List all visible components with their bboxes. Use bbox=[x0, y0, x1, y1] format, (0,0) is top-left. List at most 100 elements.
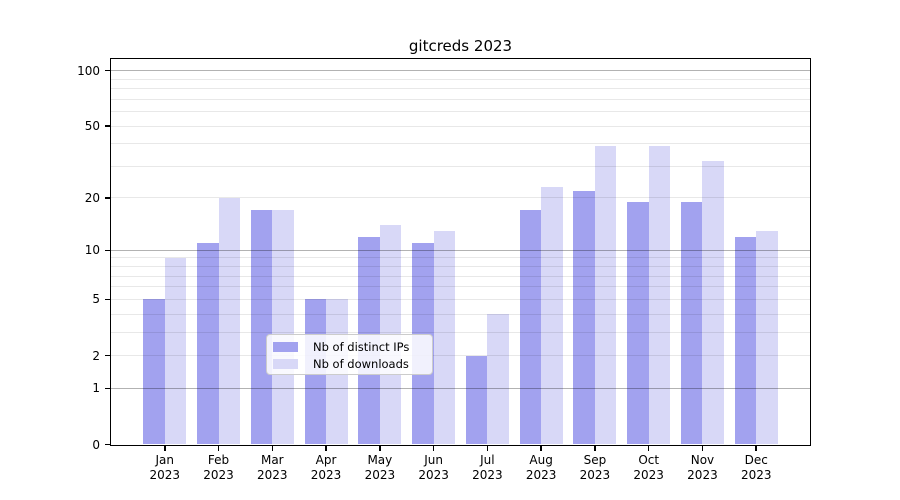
plot-area: 0 1 2 5 10 20 50 100 Jan 2023 Feb 2023 Mar 2023 Apr 202… bbox=[77, 57, 811, 482]
x-axis-tick bbox=[486, 446, 489, 451]
year-label: 2023 bbox=[525, 468, 557, 482]
month-label: Nov bbox=[690, 452, 715, 467]
minor-gridline bbox=[111, 331, 810, 333]
y-axis-tick bbox=[105, 387, 110, 390]
year-label: 2023 bbox=[364, 468, 396, 482]
x-axis-tick-label-mar: Mar 2023 bbox=[240, 453, 304, 484]
month-label: Oct bbox=[638, 452, 660, 467]
y-axis-tick bbox=[105, 354, 110, 357]
minor-gridline bbox=[111, 88, 810, 90]
bar-distinct-ips-jan bbox=[143, 299, 165, 445]
bar-downloads-aug bbox=[541, 187, 563, 445]
month-label: Feb bbox=[207, 452, 230, 467]
legend-item: Nb of downloads bbox=[273, 356, 432, 373]
bar-distinct-ips-nov bbox=[680, 201, 703, 445]
x-axis-tick-label-jun: Jun 2023 bbox=[402, 453, 466, 484]
bar-downloads-feb bbox=[218, 197, 241, 445]
x-axis-tick bbox=[647, 446, 650, 451]
month-label: Mar bbox=[260, 452, 284, 467]
month-label: Apr bbox=[315, 452, 337, 467]
year-label: 2023 bbox=[740, 468, 772, 482]
bar-downloads-sep bbox=[594, 145, 617, 445]
bar-downloads-mar bbox=[272, 210, 294, 445]
year-label: 2023 bbox=[472, 468, 503, 482]
legend-label: Nb of distinct IPs bbox=[313, 340, 410, 355]
year-label: 2023 bbox=[579, 468, 611, 482]
x-axis-tick bbox=[594, 446, 596, 451]
x-axis-tick-label-nov: Nov 2023 bbox=[670, 453, 734, 484]
year-label: 2023 bbox=[203, 468, 234, 482]
x-axis-tick-label-feb: Feb 2023 bbox=[187, 453, 251, 484]
year-label: 2023 bbox=[687, 468, 718, 482]
year-label: 2023 bbox=[310, 468, 342, 482]
x-axis-tick-label-dec: Dec 2023 bbox=[724, 453, 788, 484]
y-axis-tick bbox=[105, 249, 110, 252]
y-axis-tick bbox=[105, 443, 110, 446]
y-axis-tick-label: 2 bbox=[92, 348, 100, 363]
bar-downloads-jul bbox=[487, 314, 509, 445]
major-gridline bbox=[111, 70, 810, 72]
month-label: Aug bbox=[529, 452, 553, 467]
minor-gridline bbox=[111, 143, 810, 145]
y-axis-tick-label: 20 bbox=[84, 190, 100, 205]
minor-gridline bbox=[111, 266, 810, 268]
x-axis-tick bbox=[701, 446, 704, 451]
bar-distinct-ips-aug bbox=[519, 210, 542, 445]
legend-label: Nb of downloads bbox=[313, 356, 409, 371]
year-label: 2023 bbox=[149, 468, 181, 482]
y-axis-tick bbox=[105, 125, 110, 127]
minor-gridline bbox=[111, 165, 810, 167]
bar-downloads-oct bbox=[648, 145, 671, 445]
chart-title: gitcreds 2023 bbox=[408, 37, 513, 55]
month-label: Jul bbox=[480, 452, 495, 467]
minor-gridline bbox=[111, 355, 810, 356]
x-axis-tick bbox=[271, 446, 274, 451]
minor-gridline bbox=[111, 111, 810, 113]
minor-gridline bbox=[111, 286, 810, 288]
bar-downloads-jun bbox=[433, 230, 456, 445]
month-label: Jan bbox=[155, 452, 175, 467]
legend-swatch bbox=[273, 342, 298, 353]
legend: Nb of distinct IPs Nb of downloads bbox=[266, 334, 433, 375]
x-axis-tick bbox=[432, 446, 435, 451]
minor-gridline bbox=[111, 298, 810, 300]
bar-distinct-ips-jul bbox=[465, 355, 488, 445]
minor-gridline bbox=[111, 313, 810, 315]
y-axis-tick bbox=[105, 197, 110, 199]
x-axis-tick bbox=[540, 446, 542, 451]
y-axis-tick-label: 100 bbox=[77, 63, 100, 78]
bar-distinct-ips-feb bbox=[197, 243, 219, 445]
y-axis-tick-label: 5 bbox=[92, 292, 100, 307]
y-axis-tick-label: 50 bbox=[84, 119, 100, 134]
x-axis-tick bbox=[217, 446, 220, 451]
legend-swatch bbox=[273, 358, 298, 369]
bar-downloads-jan bbox=[164, 257, 187, 445]
x-axis-tick bbox=[379, 446, 381, 451]
minor-gridline bbox=[111, 125, 810, 127]
y-axis-tick bbox=[105, 298, 110, 301]
bar-downloads-nov bbox=[702, 161, 724, 445]
year-label: 2023 bbox=[257, 468, 288, 482]
x-axis-tick-label-jan: Jan 2023 bbox=[133, 453, 197, 484]
year-label: 2023 bbox=[418, 468, 449, 482]
minor-gridline bbox=[111, 98, 810, 100]
minor-gridline bbox=[111, 275, 810, 277]
minor-gridline bbox=[111, 257, 810, 259]
bar-distinct-ips-mar bbox=[250, 210, 273, 445]
x-axis-tick-label-apr: Apr 2023 bbox=[294, 453, 358, 484]
x-axis-tick-label-may: May 2023 bbox=[348, 453, 412, 484]
y-axis-tick-label: 0 bbox=[92, 437, 100, 452]
x-axis-tick bbox=[755, 446, 757, 451]
month-label: Sep bbox=[583, 452, 607, 467]
bar-distinct-ips-oct bbox=[627, 201, 649, 445]
month-label: Dec bbox=[744, 452, 768, 467]
bar-downloads-dec bbox=[756, 230, 778, 445]
major-gridline bbox=[111, 249, 810, 251]
month-label: May bbox=[367, 452, 393, 467]
x-axis-tick-label-oct: Oct 2023 bbox=[617, 453, 681, 484]
major-gridline bbox=[111, 387, 810, 389]
y-axis-tick bbox=[105, 69, 110, 72]
minor-gridline bbox=[111, 78, 810, 80]
x-axis-tick-label-aug: Aug 2023 bbox=[509, 453, 573, 484]
